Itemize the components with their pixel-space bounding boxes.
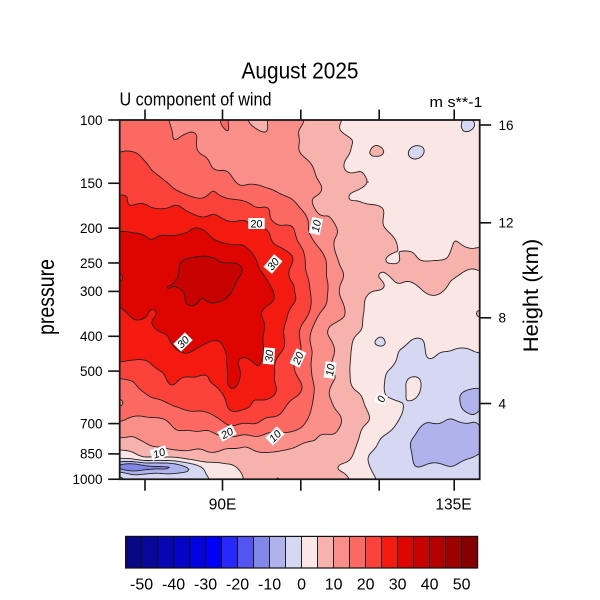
svg-text:20: 20 bbox=[218, 426, 235, 443]
svg-text:0: 0 bbox=[375, 394, 388, 404]
svg-text:30: 30 bbox=[389, 577, 407, 594]
svg-text:0: 0 bbox=[297, 577, 306, 594]
svg-text:pressure: pressure bbox=[33, 259, 59, 335]
svg-text:8: 8 bbox=[499, 311, 507, 326]
svg-text:Height (km): Height (km) bbox=[520, 239, 543, 353]
svg-text:-10: -10 bbox=[258, 577, 281, 594]
svg-text:30: 30 bbox=[265, 256, 282, 273]
svg-text:400: 400 bbox=[80, 329, 103, 344]
svg-text:-30: -30 bbox=[194, 577, 217, 594]
svg-text:-50: -50 bbox=[130, 577, 153, 594]
svg-text:4: 4 bbox=[499, 396, 507, 411]
svg-text:250: 250 bbox=[80, 256, 103, 271]
svg-text:100: 100 bbox=[80, 113, 103, 128]
svg-text:20: 20 bbox=[290, 350, 306, 367]
svg-text:16: 16 bbox=[499, 118, 514, 133]
svg-text:850: 850 bbox=[80, 447, 103, 462]
svg-text:500: 500 bbox=[80, 364, 103, 379]
svg-text:30: 30 bbox=[263, 350, 276, 363]
svg-text:10: 10 bbox=[325, 577, 343, 594]
svg-text:10: 10 bbox=[267, 428, 284, 445]
svg-text:200: 200 bbox=[80, 221, 103, 236]
svg-text:1000: 1000 bbox=[72, 472, 102, 487]
svg-text:August 2025: August 2025 bbox=[242, 58, 359, 84]
svg-text:135E: 135E bbox=[435, 497, 471, 514]
svg-text:300: 300 bbox=[80, 284, 103, 299]
svg-text:12: 12 bbox=[499, 216, 514, 231]
svg-text:10: 10 bbox=[152, 446, 167, 461]
svg-text:40: 40 bbox=[421, 577, 439, 594]
svg-text:20: 20 bbox=[250, 218, 262, 230]
svg-text:150: 150 bbox=[80, 176, 103, 191]
svg-text:U component of wind: U component of wind bbox=[120, 89, 272, 110]
svg-text:10: 10 bbox=[310, 219, 324, 233]
svg-text:20: 20 bbox=[357, 577, 375, 594]
svg-text:700: 700 bbox=[80, 416, 103, 431]
svg-text:-20: -20 bbox=[226, 577, 249, 594]
svg-text:m s**-1: m s**-1 bbox=[430, 94, 483, 111]
svg-text:-40: -40 bbox=[162, 577, 185, 594]
svg-text:50: 50 bbox=[453, 577, 471, 594]
svg-text:90E: 90E bbox=[209, 497, 237, 514]
svg-text:10: 10 bbox=[324, 363, 338, 377]
svg-text:30: 30 bbox=[175, 334, 192, 351]
